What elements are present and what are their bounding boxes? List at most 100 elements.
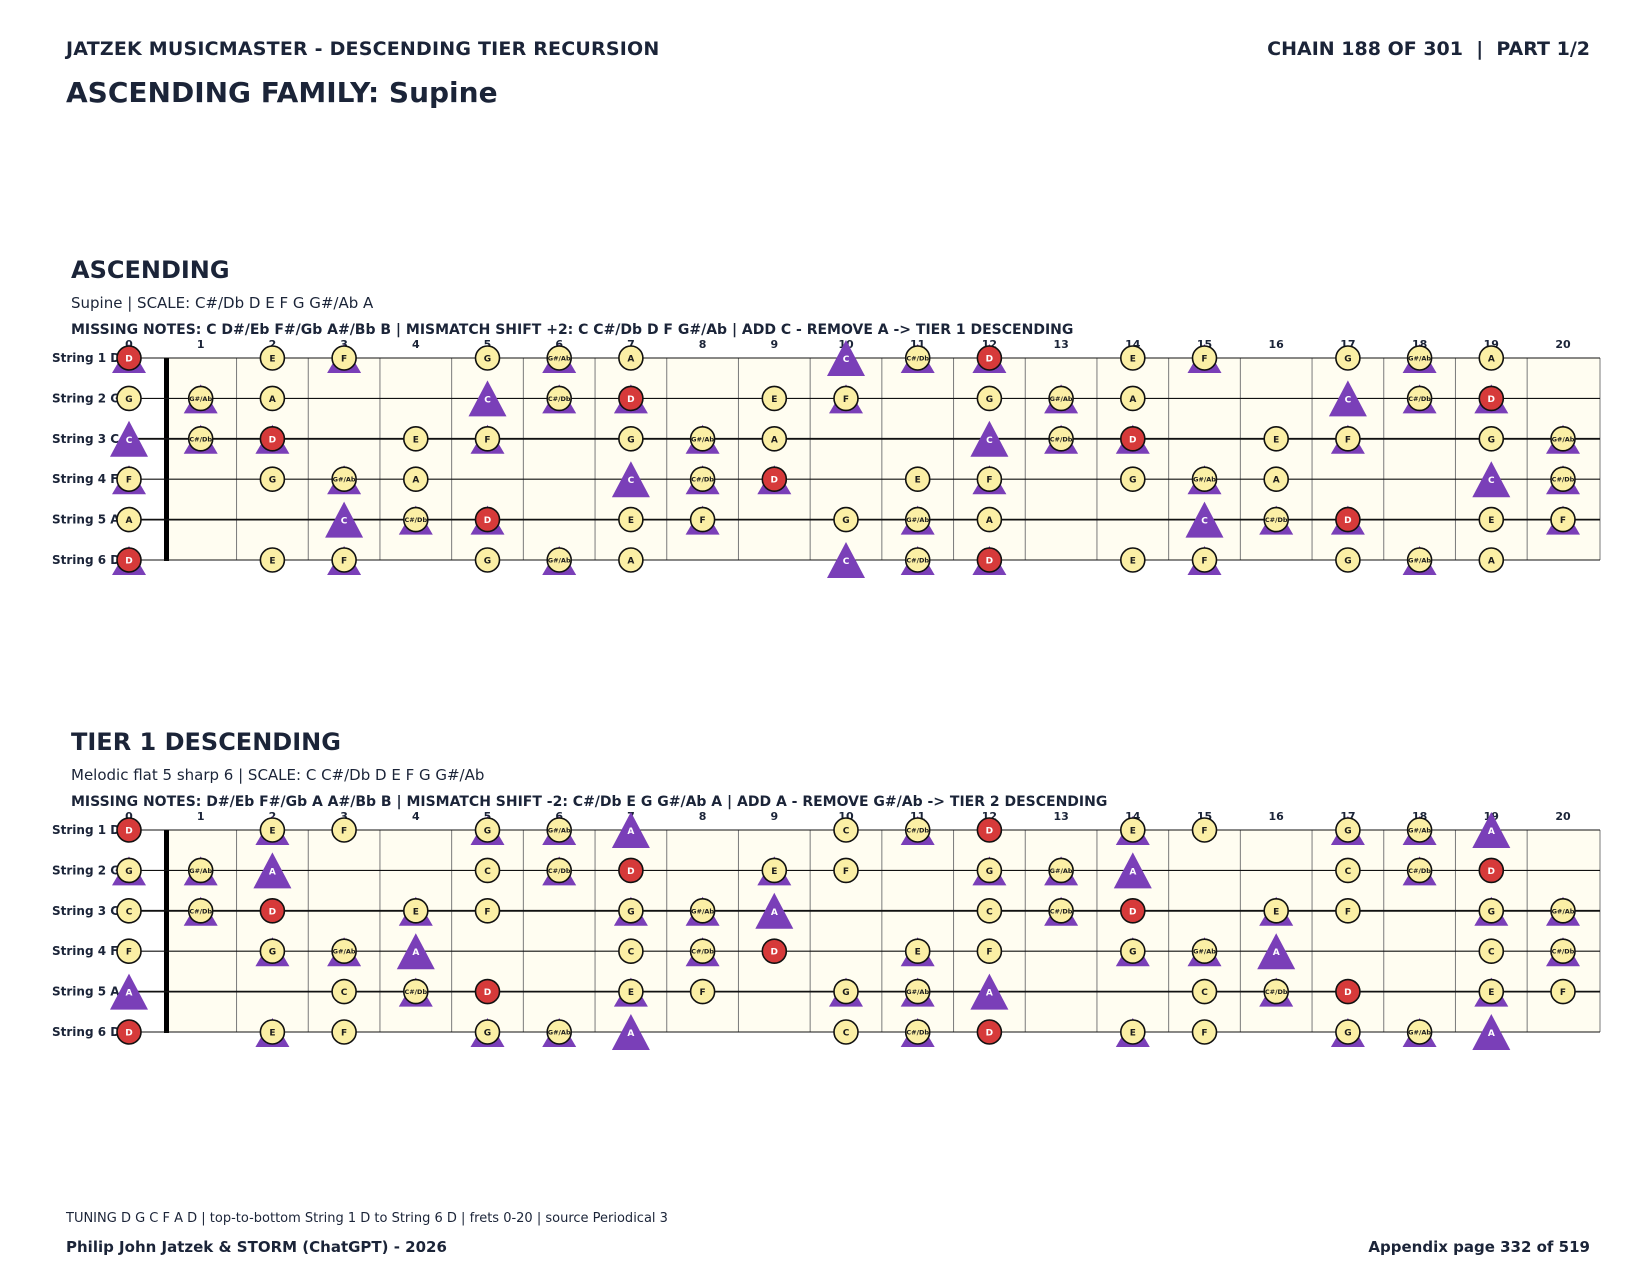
note-label: G <box>484 1029 491 1039</box>
note-label: D <box>771 948 778 958</box>
note-label: G <box>627 907 634 917</box>
note-label: A <box>627 557 634 567</box>
note-label: C <box>484 395 491 405</box>
note-label: F <box>126 476 132 486</box>
scale-note-marker <box>116 385 142 412</box>
note-label: G <box>1488 435 1495 445</box>
section-missing-ascending: MISSING NOTES: C D#/Eb F#/Gb A#/Bb B | M… <box>71 322 1074 338</box>
mismatch-marker-triangle <box>1257 933 1296 970</box>
note-label: D <box>986 1029 993 1039</box>
note-label: C#/Db <box>548 395 571 403</box>
scale-note-marker <box>904 1019 931 1045</box>
string-label: String 3 C <box>52 432 119 446</box>
note-label: A <box>1129 395 1136 405</box>
fret-number-label: 0 <box>125 810 133 823</box>
note-label: A <box>412 476 419 486</box>
scale-note-marker <box>1550 466 1576 492</box>
scale-note-marker <box>618 898 644 924</box>
note-label: F <box>1201 1029 1207 1039</box>
header-chain-info: CHAIN 188 OF 301 | PART 1/2 <box>1267 38 1590 60</box>
scale-note-marker <box>1191 1019 1218 1045</box>
note-label: A <box>986 989 993 999</box>
note-label: F <box>341 355 347 365</box>
scale-note-marker <box>402 898 429 924</box>
scale-note-marker <box>546 817 573 843</box>
note-label: D <box>627 867 634 877</box>
note-label: G#/Ab <box>1408 827 1431 835</box>
note-label: C <box>843 1029 850 1039</box>
scale-note-marker <box>1191 938 1218 964</box>
scale-note-marker <box>761 426 788 452</box>
scale-note-marker <box>689 898 716 924</box>
note-label: C <box>1345 395 1352 405</box>
scale-note-marker <box>833 857 859 884</box>
fret-number-label: 4 <box>412 338 420 351</box>
scale-note-marker <box>833 1019 859 1045</box>
note-label: A <box>1488 827 1495 837</box>
fret-number-label: 1 <box>197 810 205 823</box>
mismatch-marker-triangle <box>827 542 865 578</box>
section-missing-tier1: MISSING NOTES: D#/Eb F#/Gb A A#/Bb B | M… <box>71 794 1108 810</box>
root-note-marker <box>116 817 142 843</box>
mismatch-marker-triangle <box>827 340 865 376</box>
scale-note-marker <box>1120 817 1146 843</box>
note-label: C <box>1345 867 1352 877</box>
scale-note-marker <box>1191 817 1218 843</box>
root-note-marker <box>259 898 286 924</box>
root-note-marker <box>1478 857 1505 884</box>
note-label: F <box>1560 516 1566 526</box>
fret-number-label: 13 <box>1053 810 1068 823</box>
mismatch-marker-triangle <box>1185 501 1224 538</box>
note-label: G#/Ab <box>906 516 929 524</box>
note-label: G#/Ab <box>189 867 212 875</box>
note-label: D <box>1129 907 1136 917</box>
note-label: E <box>628 516 634 526</box>
note-label: G <box>1129 948 1136 958</box>
string-label: String 1 D <box>52 351 120 365</box>
note-label: E <box>1273 435 1279 445</box>
scale-note-marker <box>1263 466 1289 492</box>
scale-note-marker <box>331 547 357 573</box>
scale-note-marker <box>1335 898 1361 924</box>
scale-note-marker <box>259 938 286 964</box>
fretboard-background <box>167 358 1600 560</box>
scale-note-marker <box>1478 547 1505 573</box>
root-note-marker <box>976 547 1003 573</box>
note-label: A <box>771 908 778 918</box>
note-label: F <box>484 435 490 445</box>
note-label: D <box>1344 988 1351 998</box>
note-label: C <box>341 517 348 527</box>
scale-note-marker <box>546 345 573 371</box>
note-label: D <box>986 557 993 567</box>
scale-note-marker <box>1550 938 1576 964</box>
scale-note-marker <box>1048 426 1074 452</box>
scale-note-marker <box>689 426 716 452</box>
string-label: String 2 G <box>52 863 120 877</box>
scale-note-marker <box>1478 898 1505 924</box>
note-label: A <box>1273 948 1280 958</box>
note-label: E <box>269 355 275 365</box>
mismatch-marker-triangle <box>611 461 650 498</box>
scale-note-marker <box>402 978 429 1005</box>
note-label: C#/Db <box>404 516 427 524</box>
scale-note-marker <box>1478 978 1505 1005</box>
scale-note-marker <box>259 547 286 573</box>
note-label: G#/Ab <box>1050 395 1073 403</box>
mismatch-marker-triangle <box>1472 461 1511 498</box>
mismatch-marker-triangle <box>970 420 1009 457</box>
root-note-marker <box>618 385 644 412</box>
section-title-tier1: TIER 1 DESCENDING <box>71 728 341 756</box>
scale-note-marker <box>761 857 788 884</box>
scale-note-marker <box>116 466 142 492</box>
scale-note-marker <box>259 817 286 843</box>
note-label: E <box>1130 827 1136 837</box>
scale-note-marker <box>1120 1019 1146 1045</box>
mismatch-marker-triangle <box>970 973 1009 1010</box>
note-label: G#/Ab <box>906 988 929 996</box>
scale-note-marker <box>618 978 644 1005</box>
note-label: F <box>986 948 992 958</box>
fret-number-label: 16 <box>1269 338 1285 351</box>
note-label: C <box>341 988 348 998</box>
scale-note-marker <box>1406 1019 1433 1045</box>
note-label: A <box>269 395 276 405</box>
